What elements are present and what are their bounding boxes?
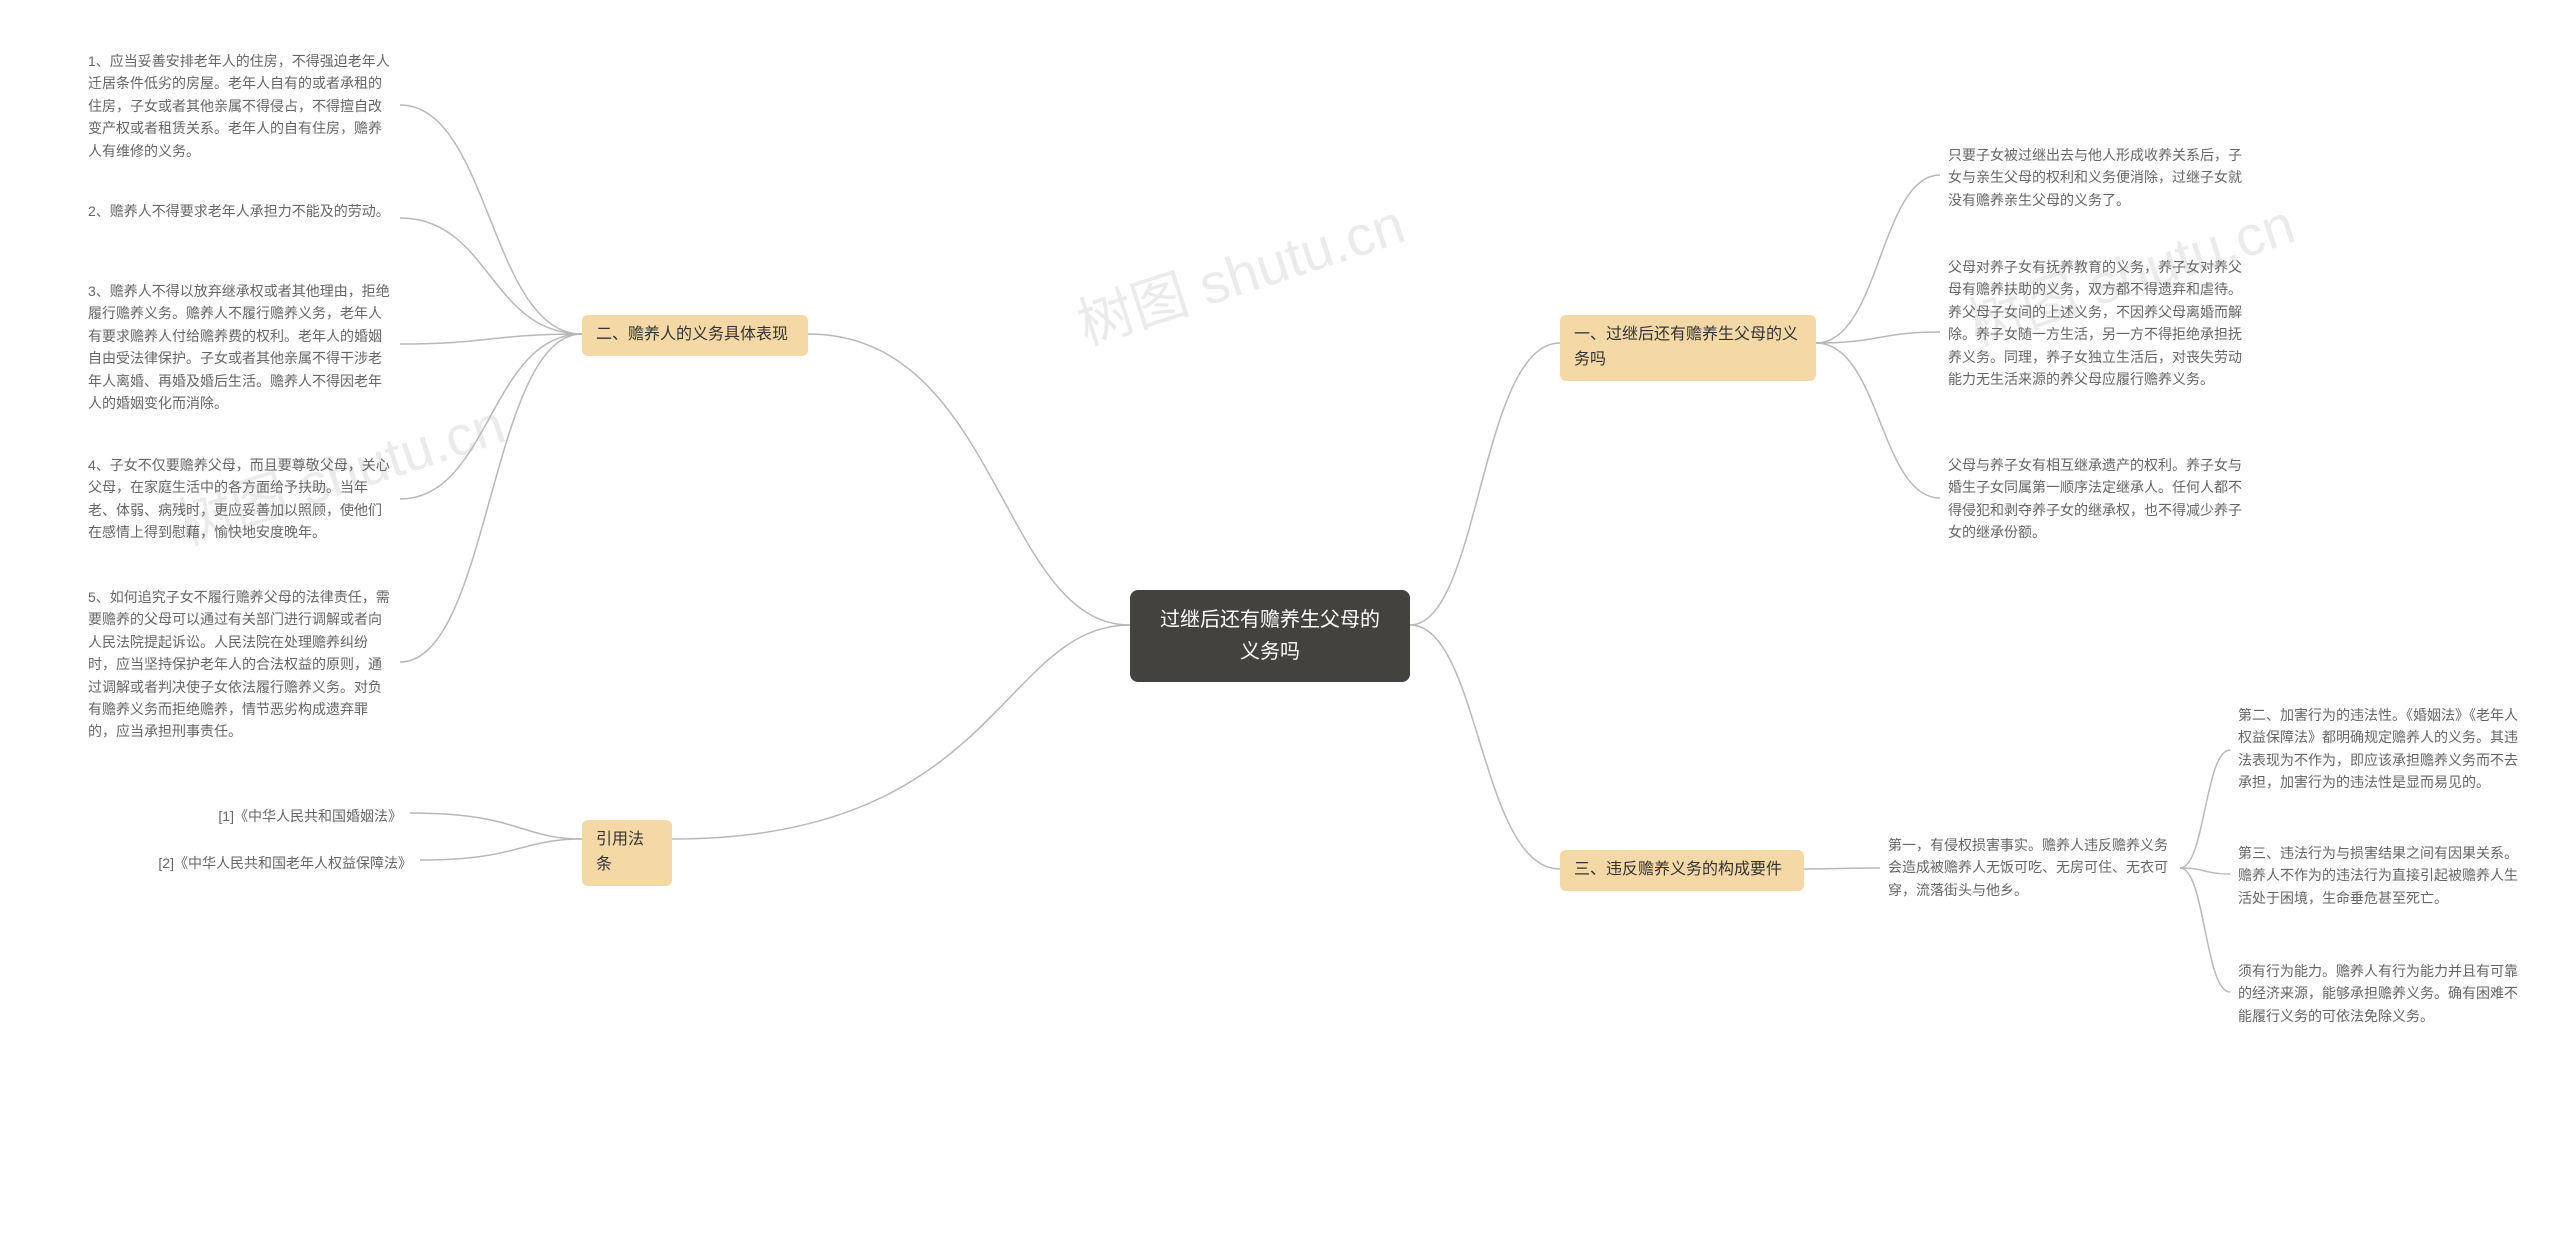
mindmap-canvas: 树图 shutu.cn 树图 shutu.cn 树图 shutu.cn 过继后还…: [0, 0, 2560, 1251]
leaf-b3c2: 第三、违法行为与损害结果之间有因果关系。赡养人不作为的违法行为直接引起被赡养人生…: [2230, 838, 2530, 913]
branch-2[interactable]: 二、赡养人的义务具体表现: [582, 315, 808, 356]
leaf-brefc2: [2]《中华人民共和国老年人权益保障法》: [140, 848, 420, 878]
leaf-b2c1: 1、应当妥善安排老年人的住房，不得强迫老年人迁居条件低劣的房屋。老年人自有的或者…: [80, 46, 400, 166]
leaf-b3i: 第一，有侵权损害事实。赡养人违反赡养义务会造成被赡养人无饭可吃、无房可住、无衣可…: [1880, 830, 2180, 905]
leaf-b2c5: 5、如何追究子女不履行赡养父母的法律责任，需要赡养的父母可以通过有关部门进行调解…: [80, 582, 400, 747]
leaf-b1c2: 父母对养子女有抚养教育的义务，养子女对养父母有赡养扶助的义务，双方都不得遗弃和虐…: [1940, 252, 2260, 394]
leaf-b2c3: 3、赡养人不得以放弃继承权或者其他理由，拒绝履行赡养义务。赡养人不履行赡养义务，…: [80, 276, 400, 418]
leaf-b1c3: 父母与养子女有相互继承遗产的权利。养子女与婚生子女同属第一顺序法定继承人。任何人…: [1940, 450, 2260, 548]
leaf-brefc1: [1]《中华人民共和国婚姻法》: [200, 801, 410, 831]
leaf-b1c1: 只要子女被过继出去与他人形成收养关系后，子女与亲生父母的权利和义务便消除，过继子…: [1940, 140, 2260, 215]
leaf-b2c4: 4、子女不仅要赡养父母，而且要尊敬父母，关心父母，在家庭生活中的各方面给予扶助。…: [80, 450, 400, 548]
center-node[interactable]: 过继后还有赡养生父母的义务吗: [1130, 590, 1410, 682]
branch-1[interactable]: 一、过继后还有赡养生父母的义务吗: [1560, 315, 1816, 381]
branch-ref[interactable]: 引用法条: [582, 820, 672, 886]
watermark: 树图 shutu.cn: [1066, 180, 1414, 362]
leaf-b2c2: 2、赡养人不得要求老年人承担力不能及的劳动。: [80, 196, 400, 226]
branch-3[interactable]: 三、违反赡养义务的构成要件: [1560, 850, 1804, 891]
leaf-b3c1: 第二、加害行为的违法性。《婚姻法》《老年人权益保障法》都明确规定赡养人的义务。其…: [2230, 700, 2530, 798]
leaf-b3c3: 须有行为能力。赡养人有行为能力并且有可靠的经济来源，能够承担赡养义务。确有困难不…: [2230, 956, 2530, 1031]
